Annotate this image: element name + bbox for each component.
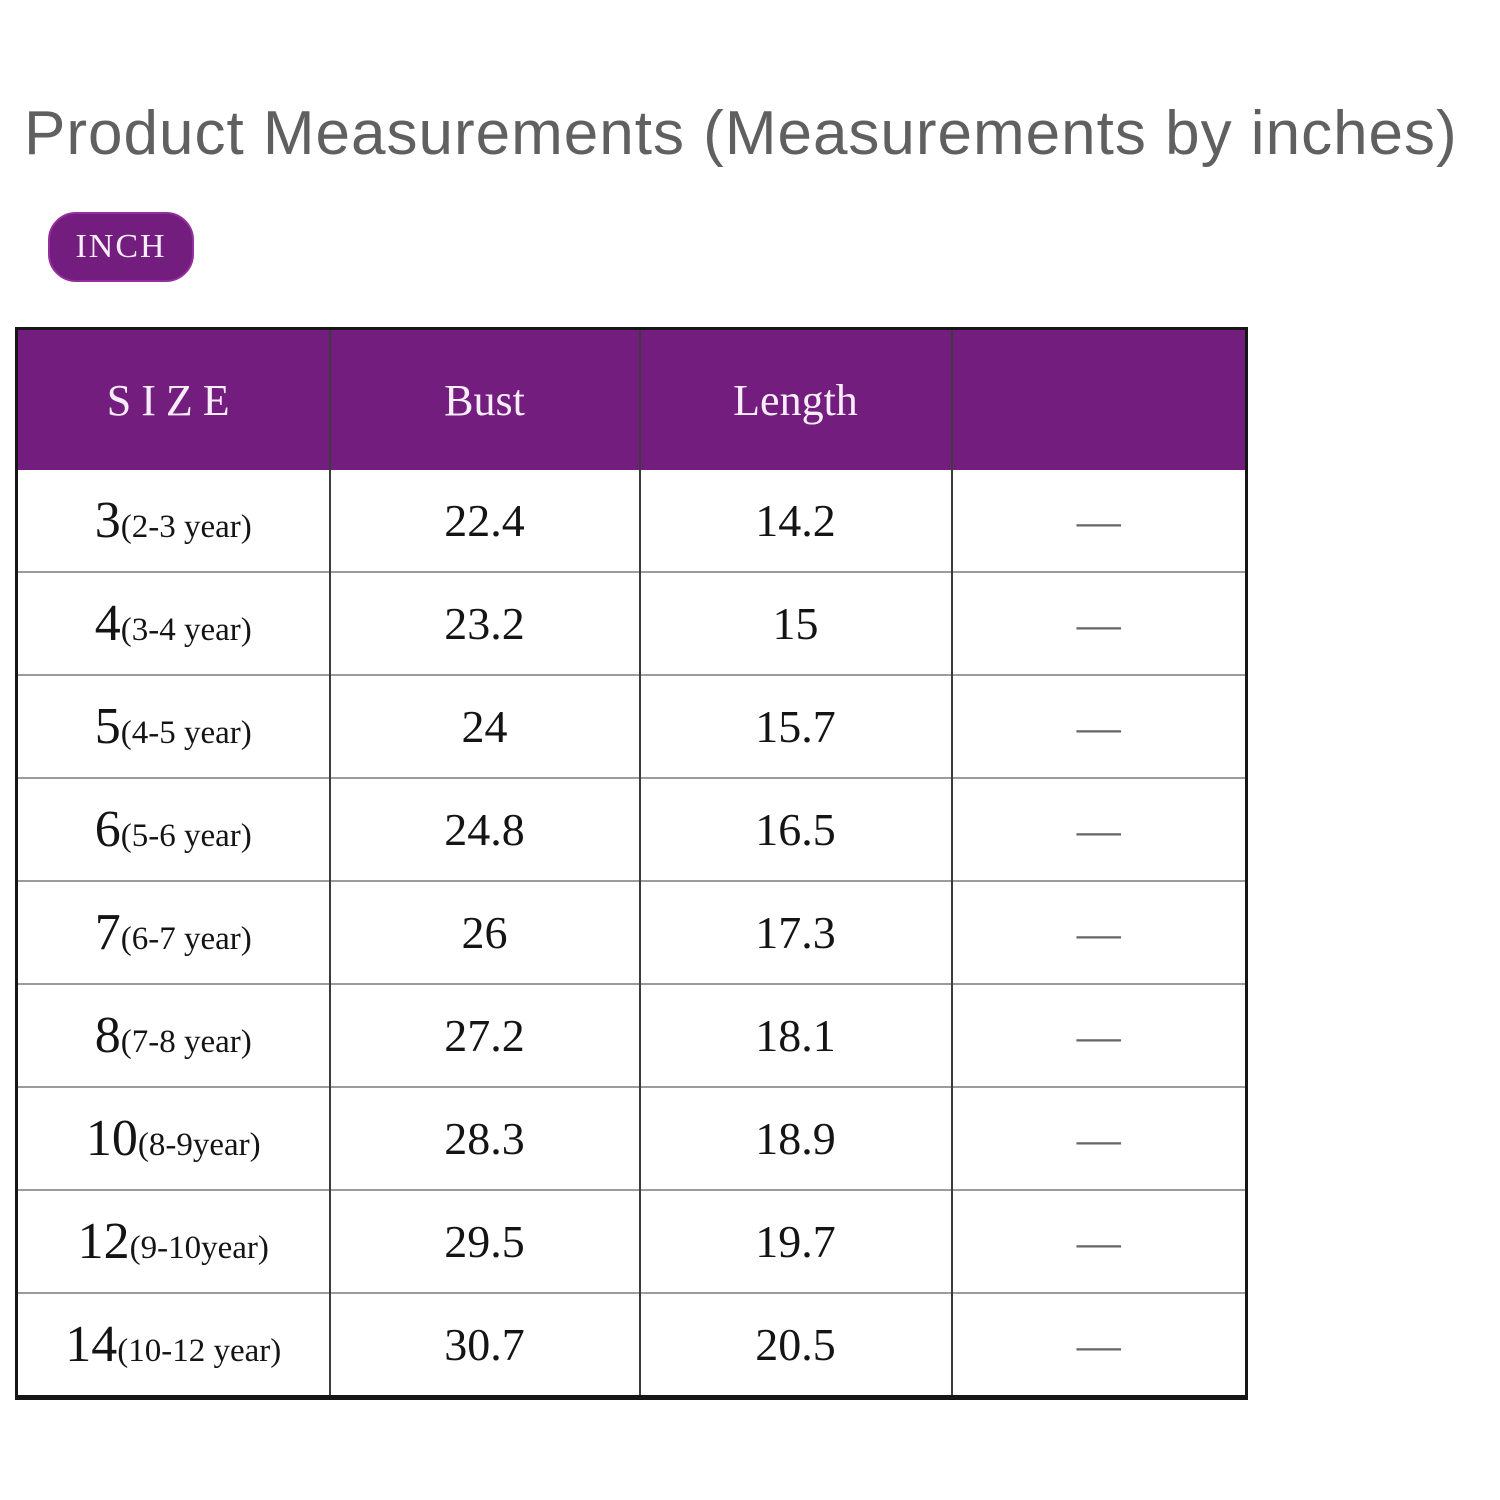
size-number: 10 <box>85 1110 138 1167</box>
size-age-range: (7-8 year) <box>120 1024 252 1060</box>
header-row: SIZE Bust Length <box>16 328 1247 470</box>
page-title: Product Measurements (Measurements by in… <box>24 99 1458 168</box>
size-number: 5 <box>94 698 121 755</box>
bust-value: 27.2 <box>328 983 640 1087</box>
column-header-bust: Bust <box>328 328 640 470</box>
size-number: 8 <box>94 1007 121 1064</box>
measurements-table: SIZE Bust Length 3(2-3 year) 22.4 14.2 —… <box>15 327 1248 1400</box>
size-cell: 6(5-6 year) <box>16 777 330 881</box>
size-age-range: (10-12 year) <box>117 1333 282 1369</box>
dash-placeholder: — <box>1076 1218 1121 1267</box>
size-cell: 7(6-7 year) <box>16 880 330 984</box>
length-value: 16.5 <box>638 777 952 881</box>
size-number: 12 <box>77 1213 130 1270</box>
table-row: 12(9-10year) 29.5 19.7 — <box>16 1189 1247 1293</box>
bust-value: 28.3 <box>328 1086 640 1190</box>
bust-value: 24.8 <box>328 777 640 881</box>
size-age-range: (2-3 year) <box>120 509 252 545</box>
column-header-length: Length <box>638 328 952 470</box>
unit-toggle-inch-button[interactable]: INCH <box>48 212 194 282</box>
size-cell: 5(4-5 year) <box>16 674 330 778</box>
size-cell: 10(8-9year) <box>16 1086 330 1190</box>
empty-value-cell: — <box>950 1292 1247 1398</box>
empty-value-cell: — <box>950 1086 1247 1190</box>
size-cell: 3(2-3 year) <box>17 470 330 572</box>
size-age-range: (8-9year) <box>137 1127 261 1163</box>
table-row: 14(10-12 year) 30.7 20.5 — <box>16 1292 1247 1398</box>
length-value: 18.1 <box>638 983 952 1087</box>
dash-placeholder: — <box>1076 497 1121 546</box>
bust-value: 23.2 <box>328 571 640 675</box>
empty-value-cell: — <box>950 470 1247 572</box>
bust-value: 30.7 <box>328 1292 640 1398</box>
bust-value: 29.5 <box>328 1189 640 1293</box>
dash-placeholder: — <box>1076 806 1121 855</box>
bust-value: 24 <box>328 674 640 778</box>
size-cell: 8(7-8 year) <box>16 983 330 1087</box>
table-row: 5(4-5 year) 24 15.7 — <box>16 674 1247 778</box>
length-value: 17.3 <box>638 880 952 984</box>
column-header-size: SIZE <box>16 328 330 470</box>
table-row: 7(6-7 year) 26 17.3 — <box>16 880 1247 984</box>
size-age-range: (4-5 year) <box>120 715 252 751</box>
size-age-range: (3-4 year) <box>120 612 252 648</box>
empty-value-cell: — <box>950 674 1247 778</box>
length-value: 20.5 <box>638 1292 952 1398</box>
empty-value-cell: — <box>950 571 1247 675</box>
table-row: 6(5-6 year) 24.8 16.5 — <box>16 777 1247 881</box>
empty-value-cell: — <box>950 1189 1247 1293</box>
size-age-range: (5-6 year) <box>120 818 252 854</box>
bust-value: 22.4 <box>328 470 640 572</box>
length-value: 15.7 <box>638 674 952 778</box>
size-cell: 14(10-12 year) <box>16 1292 330 1398</box>
dash-placeholder: — <box>1076 909 1121 958</box>
length-value: 15 <box>638 571 952 675</box>
dash-placeholder: — <box>1076 1321 1121 1370</box>
table-row: 3(2-3 year) 22.4 14.2 — <box>17 470 1247 572</box>
size-number: 6 <box>94 801 121 858</box>
dash-placeholder: — <box>1076 1115 1121 1164</box>
column-header-empty <box>950 328 1247 470</box>
length-value: 14.2 <box>638 470 952 572</box>
table-row: 4(3-4 year) 23.2 15 — <box>16 571 1247 675</box>
dash-placeholder: — <box>1076 1012 1121 1061</box>
length-value: 19.7 <box>638 1189 952 1293</box>
size-cell: 4(3-4 year) <box>16 571 330 675</box>
size-age-range: (6-7 year) <box>120 921 252 957</box>
dash-placeholder: — <box>1076 600 1121 649</box>
size-number: 7 <box>94 904 121 961</box>
dash-placeholder: — <box>1076 703 1121 752</box>
table-row: 10(8-9year) 28.3 18.9 — <box>16 1086 1247 1190</box>
table-row: 8(7-8 year) 27.2 18.1 — <box>16 983 1247 1087</box>
size-age-range: (9-10year) <box>129 1230 269 1266</box>
bust-value: 26 <box>328 880 640 984</box>
empty-value-cell: — <box>950 880 1247 984</box>
size-number: 14 <box>65 1316 118 1373</box>
size-cell: 12(9-10year) <box>16 1189 330 1293</box>
length-value: 18.9 <box>638 1086 952 1190</box>
empty-value-cell: — <box>950 777 1247 881</box>
size-number: 4 <box>94 595 121 652</box>
size-number: 3 <box>94 492 121 549</box>
empty-value-cell: — <box>950 983 1247 1087</box>
